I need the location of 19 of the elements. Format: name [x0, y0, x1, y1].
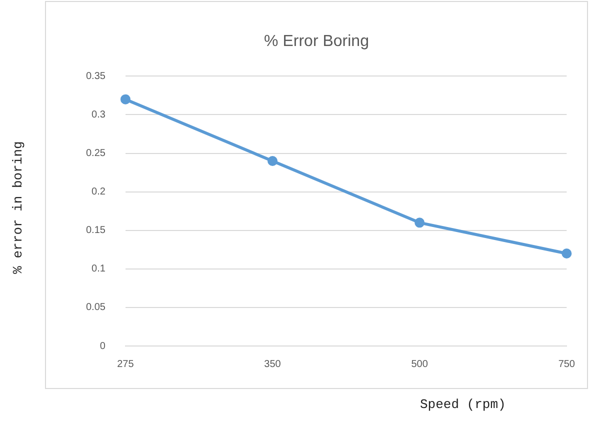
chart-title: % Error Boring — [264, 33, 369, 50]
y-tick-label: 0.35 — [86, 70, 106, 82]
point — [414, 218, 425, 228]
point — [120, 94, 130, 104]
point — [268, 156, 278, 166]
y-tick-label: 0.25 — [86, 148, 106, 160]
x-tick-label: 350 — [264, 358, 282, 370]
y-tick-label: 0.2 — [92, 186, 106, 198]
y-tick-label: 0.15 — [86, 225, 106, 236]
y-tick-label: 0.3 — [92, 109, 106, 120]
x-tick-label: 500 — [411, 358, 428, 370]
y-tick-label: 0 — [100, 340, 106, 352]
x-axis-title: Speed (rpm) — [420, 397, 506, 412]
x-tick-label: 275 — [117, 358, 134, 370]
point — [562, 248, 572, 258]
x-tick-label: 750 — [558, 358, 576, 370]
y-tick-label: 0.05 — [86, 302, 106, 314]
y-axis-title: % error in boring — [10, 140, 26, 276]
y-tick-label: 0.1 — [92, 264, 106, 275]
